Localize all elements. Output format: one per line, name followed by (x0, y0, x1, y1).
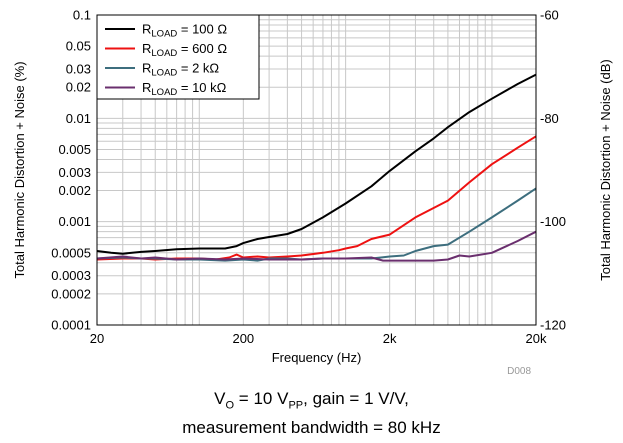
legend-entry: RLOAD = 10 kΩ (142, 80, 227, 98)
tick-labels: 20 200 2k 20k 0.1 0.05 0.03 0.02 0.01 0.005 0.003 0… (51, 8, 566, 347)
y-tick-label: 0.05 (66, 39, 91, 54)
y-tick-label: 0.005 (58, 142, 91, 157)
y-tick-label: 0.1 (73, 8, 91, 23)
legend-entry: RLOAD = 600 Ω (142, 41, 227, 59)
y2-tick-label: -120 (540, 318, 566, 333)
legend-entry: RLOAD = 100 Ω (142, 22, 227, 40)
x-tick-label: 20 (90, 331, 104, 346)
y-tick-label: 0.0001 (51, 318, 91, 333)
plot-frame (96, 14, 537, 326)
y-tick-label: 0.0003 (51, 268, 91, 283)
y-tick-label: 0.002 (58, 183, 91, 198)
caption-vo: V (214, 389, 226, 408)
figure-id: D008 (507, 366, 531, 377)
y2-tick-label: -60 (540, 8, 559, 23)
series-lines (96, 73, 537, 262)
thd-noise-chart: 20 200 2k 20k 0.1 0.05 0.03 0.02 0.01 0.005 0.003 0… (12, 8, 613, 378)
legend-entry: RLOAD = 2 kΩ (142, 61, 219, 79)
y-tick-label: 0.001 (58, 214, 91, 229)
caption-mid: = 10 V (234, 389, 289, 408)
caption-line-2: measurement bandwidth = 80 kHz (182, 418, 441, 437)
y-tick-label: 0.003 (58, 165, 91, 180)
series-line-1 (96, 73, 537, 255)
x-axis-label: Frequency (Hz) (272, 350, 362, 365)
y-tick-label: 0.0005 (51, 245, 91, 260)
y2-axis-label: Total Harmonic Distortion + Noise (dB) (598, 59, 613, 280)
caption-vo-sub: O (225, 399, 235, 412)
y-axis-label: Total Harmonic Distortion + Noise (%) (12, 61, 27, 278)
caption-line-1: VO = 10 VPP, gain = 1 V/V, (0, 389, 623, 411)
caption-pp-sub: PP (288, 399, 304, 412)
y-tick-label: 0.02 (66, 80, 91, 95)
caption-end: , gain = 1 V/V, (303, 389, 409, 408)
y-tick-label: 0.03 (66, 62, 91, 77)
x-tick-label: 20k (526, 331, 547, 346)
y-tick-label: 0.01 (66, 111, 91, 126)
x-tick-label: 2k (383, 331, 397, 346)
series-line-4 (96, 230, 537, 262)
series-line-2 (96, 135, 537, 261)
x-tick-label: 200 (232, 331, 254, 346)
y2-tick-label: -80 (540, 111, 559, 126)
y2-tick-label: -100 (540, 214, 566, 229)
y-tick-label: 0.0002 (51, 286, 91, 301)
